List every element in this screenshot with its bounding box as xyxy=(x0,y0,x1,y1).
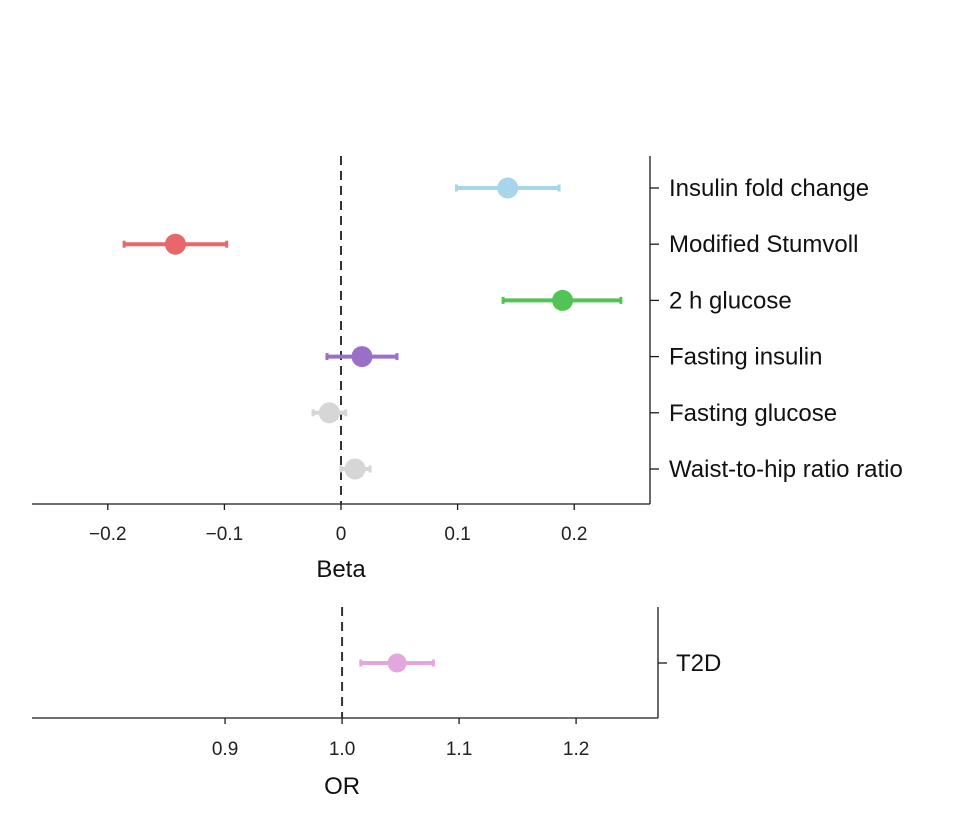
beta-point-estimate xyxy=(344,458,366,480)
beta-row-label: Insulin fold change xyxy=(669,175,869,202)
or-x-tick-label: 1.0 xyxy=(329,739,355,760)
beta-row-label: Fasting glucose xyxy=(669,400,837,427)
or-row-label: T2D xyxy=(676,650,721,677)
beta-x-axis-title: Beta xyxy=(316,556,366,583)
beta-row-label: Fasting insulin xyxy=(669,344,822,371)
beta-row-label: Modified Stumvoll xyxy=(669,231,858,258)
or-x-axis-title: OR xyxy=(324,773,360,800)
or-x-tick-label: 1.2 xyxy=(563,739,589,760)
beta-x-tick-label: −0.1 xyxy=(206,524,244,545)
beta-row-label: Waist-to-hip ratio ratio xyxy=(669,456,903,483)
beta-point-estimate xyxy=(351,346,373,368)
or-forest-panel: 0.9 1.0 1.1 1.2 OR T2D xyxy=(32,607,721,800)
or-x-tick-label: 1.1 xyxy=(446,739,472,760)
beta-x-tick-label: 0.2 xyxy=(561,524,587,545)
or-x-tick-label: 0.9 xyxy=(212,739,238,760)
beta-point-estimate xyxy=(552,289,574,311)
beta-forest-panel: −0.2 −0.1 0 0.1 0.2 Beta Insulin fold change Mo… xyxy=(32,156,903,583)
beta-x-tick-label: 0 xyxy=(336,524,347,545)
or-point-estimate xyxy=(387,653,407,673)
beta-row-label: 2 h glucose xyxy=(669,287,792,314)
beta-point-estimate xyxy=(497,177,519,199)
beta-point-estimate xyxy=(164,233,186,255)
beta-point-estimate xyxy=(318,402,340,424)
beta-x-tick-label: −0.2 xyxy=(89,524,127,545)
beta-x-tick-label: 0.1 xyxy=(444,524,470,545)
